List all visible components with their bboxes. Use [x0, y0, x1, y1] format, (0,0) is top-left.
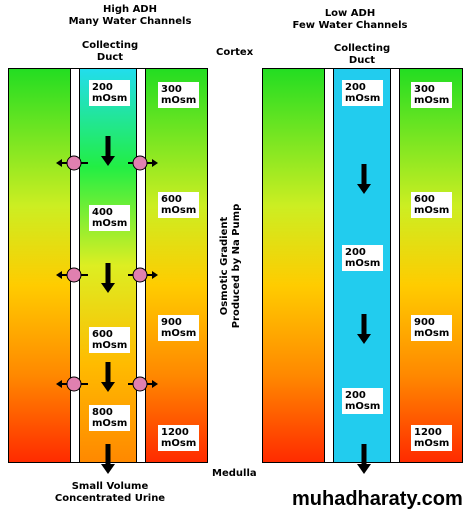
medulla-label: Medulla: [212, 468, 257, 479]
right-title: Low ADH Few Water Channels: [280, 8, 420, 32]
left-title-line2: Many Water Channels: [68, 16, 192, 27]
left-title-line1: High ADH: [103, 4, 157, 15]
watermark: muhadharaty.com: [292, 488, 463, 510]
right-duct-wall-right: [390, 68, 400, 463]
right-duct-value-3: 200 mOsm: [342, 388, 384, 414]
left-flow-arrow-1: [101, 136, 115, 166]
left-duct-value-1: 200 mOsm: [89, 80, 131, 106]
right-duct-label-line2: Duct: [348, 55, 376, 66]
left-tissue-value-2: 600 mOsm: [158, 192, 200, 218]
right-flow-arrow-1: [357, 164, 371, 194]
left-duct-label: Collecting Duct: [70, 40, 150, 64]
left-tissue-value-1: 300 mOsm: [158, 82, 200, 108]
left-duct-label-line1: Collecting: [81, 40, 139, 51]
left-title: High ADH Many Water Channels: [55, 4, 205, 28]
right-duct-label-line1: Collecting: [333, 43, 391, 54]
left-duct-label-line2: Duct: [96, 52, 124, 63]
left-flow-arrow-2: [101, 263, 115, 293]
water-channel-left-1: [56, 155, 158, 171]
water-channel-left-2: [56, 267, 158, 283]
right-duct-label: Collecting Duct: [322, 43, 402, 67]
left-duct-value-2: 400 mOsm: [89, 205, 131, 231]
right-duct-wall-left: [324, 68, 334, 463]
left-flow-arrow-3: [101, 362, 115, 392]
right-tissue-value-2: 600 mOsm: [411, 192, 453, 218]
left-duct-value-4: 800 mOsm: [89, 405, 131, 431]
left-tissue-value-4: 1200 mOsm: [158, 425, 200, 451]
left-duct-wall-right: [136, 68, 146, 463]
right-flow-arrow-2: [357, 314, 371, 344]
right-tissue-value-3: 900 mOsm: [411, 315, 453, 341]
right-duct-value-1: 200 mOsm: [342, 80, 384, 106]
right-duct-value-2: 200 mOsm: [342, 245, 384, 271]
right-tissue-value-4: 1200 mOsm: [411, 425, 453, 451]
left-flow-arrow-4: [101, 444, 115, 474]
left-bottom-label: Small Volume Concentrated Urine: [40, 481, 180, 505]
left-bottom-line1: Small Volume: [71, 481, 149, 492]
water-channel-left-3: [56, 376, 158, 392]
right-flow-arrow-3: [357, 444, 371, 474]
left-tissue-value-3: 900 mOsm: [158, 315, 200, 341]
water-channels-left: [56, 155, 158, 392]
left-bottom-line2: Concentrated Urine: [54, 493, 166, 504]
left-duct-value-3: 600 mOsm: [89, 327, 131, 353]
right-title-line1: Low ADH: [324, 8, 376, 19]
right-title-line2: Few Water Channels: [292, 20, 408, 31]
right-tissue-value-1: 300 mOsm: [411, 82, 453, 108]
cortex-label: Cortex: [216, 47, 254, 58]
left-duct-wall-left: [70, 68, 80, 463]
